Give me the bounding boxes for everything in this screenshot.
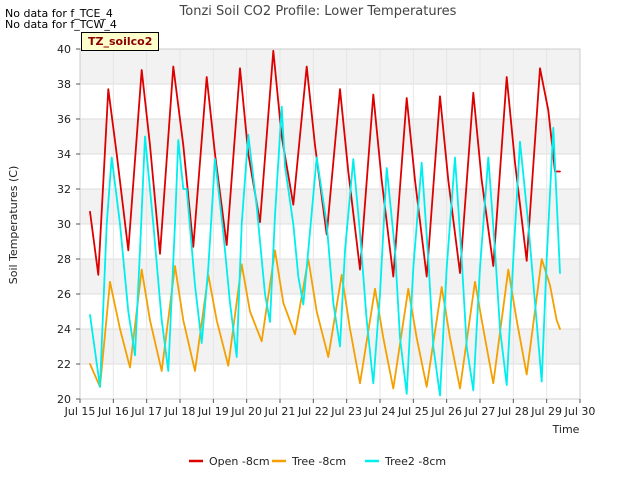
legend-label: Tree -8cm bbox=[291, 455, 346, 468]
y-tick-label: 24 bbox=[57, 323, 71, 336]
plot-band bbox=[80, 364, 580, 399]
x-tick-label: Jul 28 bbox=[497, 405, 529, 418]
x-tick-label: Jul 17 bbox=[130, 405, 162, 418]
plot-band bbox=[80, 84, 580, 119]
y-tick-label: 38 bbox=[57, 78, 71, 91]
x-tick-label: Jul 15 bbox=[64, 405, 96, 418]
legend-label: Open -8cm bbox=[209, 455, 270, 468]
x-tick-label: Jul 29 bbox=[530, 405, 562, 418]
legend: Open -8cm Tree -8cm Tree2 -8cm bbox=[189, 455, 446, 468]
x-tick-label: Jul 20 bbox=[230, 405, 262, 418]
y-tick-label: 20 bbox=[57, 393, 71, 406]
x-tick-label: Jul 25 bbox=[397, 405, 429, 418]
y-tick-label: 22 bbox=[57, 358, 71, 371]
legend-item-1[interactable]: Open -8cm bbox=[189, 455, 270, 468]
no-data-notice-1: No data for f_TCE_4 bbox=[5, 7, 113, 20]
legend-item-2[interactable]: Tree -8cm bbox=[272, 455, 346, 468]
y-axis-ticks: 20 22 24 26 28 30 32 34 36 38 40 bbox=[57, 43, 80, 406]
series-group bbox=[89, 49, 561, 397]
series-line-2 bbox=[89, 249, 561, 390]
plot-band bbox=[80, 154, 580, 189]
x-tick-label: Jul 26 bbox=[430, 405, 462, 418]
x-axis-ticks: Jul 15 Jul 16 Jul 17 Jul 18 Jul 19 Jul 20 Jul … bbox=[64, 399, 596, 418]
x-tick-label: Jul 27 bbox=[464, 405, 496, 418]
chart-title: Tonzi Soil CO2 Profile: Lower Temperatur… bbox=[179, 4, 457, 19]
x-tick-label: Jul 21 bbox=[264, 405, 296, 418]
y-tick-label: 34 bbox=[57, 148, 71, 161]
x-tick-label: Jul 16 bbox=[97, 405, 129, 418]
plot-band bbox=[80, 49, 580, 84]
legend-item-3[interactable]: Tree2 -8cm bbox=[365, 455, 446, 468]
plot-band bbox=[80, 294, 580, 329]
x-axis-label: Time bbox=[552, 423, 580, 436]
y-axis-label: Soil Temperatures (C) bbox=[7, 166, 20, 285]
x-tick-label: Jul 22 bbox=[297, 405, 329, 418]
legend-label: Tree2 -8cm bbox=[384, 455, 446, 468]
x-tick-label: Jul 30 bbox=[564, 405, 596, 418]
no-data-notice-2: No data for f_TCW_4 bbox=[5, 18, 117, 31]
x-tick-label: Jul 24 bbox=[364, 405, 396, 418]
x-tick-label: Jul 18 bbox=[164, 405, 196, 418]
y-tick-label: 30 bbox=[57, 218, 71, 231]
y-tick-label: 26 bbox=[57, 288, 71, 301]
y-tick-label: 28 bbox=[57, 253, 71, 266]
series-line-3 bbox=[89, 105, 561, 397]
y-tick-label: 32 bbox=[57, 183, 71, 196]
x-tick-label: Jul 23 bbox=[330, 405, 362, 418]
plot-band bbox=[80, 119, 580, 154]
y-tick-label: 36 bbox=[57, 113, 71, 126]
x-tick-label: Jul 19 bbox=[197, 405, 229, 418]
site-badge[interactable]: TZ_soilco2 bbox=[81, 32, 160, 51]
y-tick-label: 40 bbox=[57, 43, 71, 56]
